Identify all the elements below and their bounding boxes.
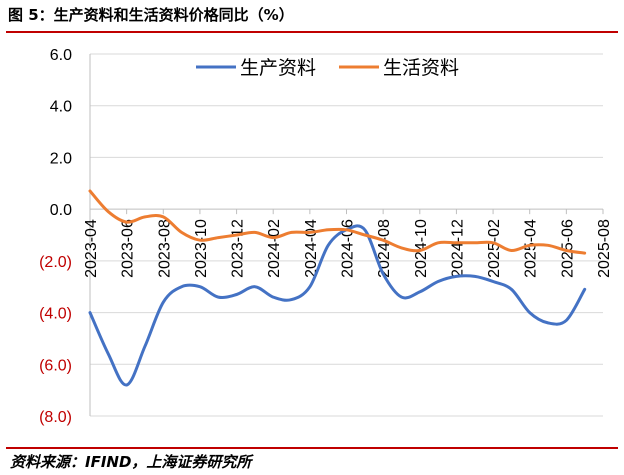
y-tick-label: 4.0: [50, 99, 72, 116]
chart-grid: [90, 53, 603, 417]
x-tick-label: 2023-10: [193, 219, 210, 278]
y-axis: 6.0 4.0 2.0 0.0 (2.0) (4.0) (6.0) (8.0): [39, 47, 91, 426]
x-axis: 2023-04 2023-06 2023-08 2023-10 2023-12 2024-…: [83, 208, 613, 278]
x-tick-label: 2024-10: [413, 219, 430, 278]
series-line-1: [88, 189, 587, 255]
y-tick-label: (6.0): [39, 357, 72, 374]
x-tick-label: 2025-02: [486, 219, 503, 278]
legend-label-1: 生活资料: [383, 57, 459, 79]
figure-title: 图 5：生产资料和生活资料价格同比（%）: [8, 6, 294, 24]
y-tick-label: 6.0: [50, 47, 72, 64]
chart: 6.0 4.0 2.0 0.0 (2.0) (4.0) (6.0) (8.0) 2023-04…: [39, 47, 613, 426]
x-tick-label: 2023-04: [83, 219, 100, 278]
series-line-0: [88, 224, 587, 387]
legend-label-0: 生产资料: [240, 57, 316, 79]
x-tick-label: 2024-12: [449, 219, 466, 278]
title-rule: [6, 31, 618, 33]
x-tick-label: 2025-06: [559, 219, 576, 278]
y-tick-label: (2.0): [39, 254, 72, 271]
y-tick-label: 2.0: [50, 150, 72, 167]
y-tick-label: (4.0): [39, 306, 72, 323]
legend: 生产资料 生活资料: [196, 57, 459, 79]
x-tick-label: 2025-04: [523, 219, 540, 278]
x-tick-label: 2023-08: [156, 219, 173, 278]
x-tick-label: 2024-02: [266, 219, 283, 278]
chart-series: [88, 189, 587, 387]
x-tick-label: 2023-12: [230, 219, 247, 278]
y-tick-label: 0.0: [50, 202, 72, 219]
x-tick-label: 2024-06: [340, 219, 357, 278]
x-tick-label: 2023-06: [120, 219, 137, 278]
source-note: 资料来源：IFIND，上海证券研究所: [10, 453, 252, 471]
x-tick-label: 2025-08: [596, 219, 613, 278]
y-tick-label: (8.0): [39, 409, 72, 426]
footer-rule: [6, 447, 618, 449]
x-tick-label: 2024-08: [376, 219, 393, 278]
